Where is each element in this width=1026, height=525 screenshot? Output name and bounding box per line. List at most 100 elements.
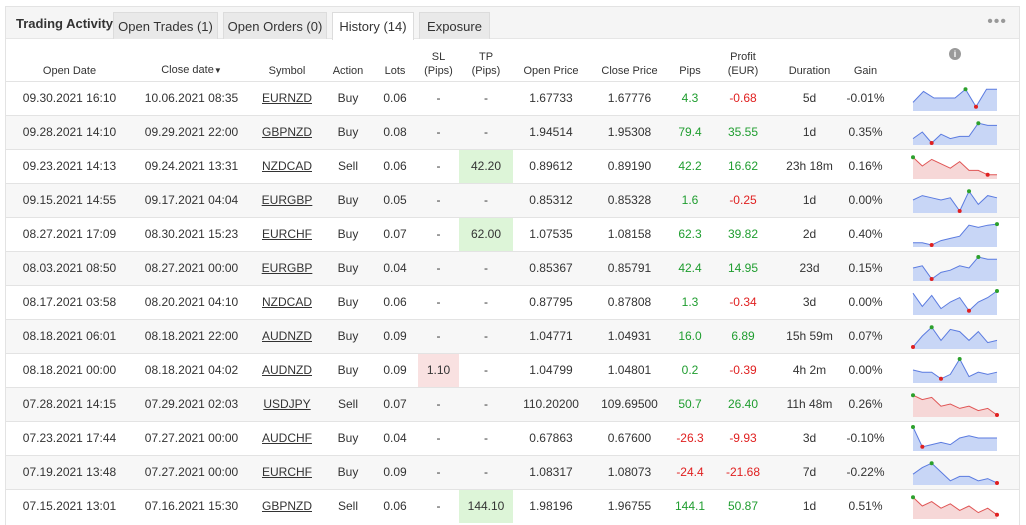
sparkline-area (913, 327, 997, 349)
tab-open-trades[interactable]: Open Trades (1) (113, 12, 218, 39)
cell-lots: 0.04 (372, 420, 418, 455)
symbol-link[interactable]: EURNZD (262, 91, 312, 105)
cell-spacer (888, 182, 907, 217)
more-options-icon[interactable]: ••• (987, 13, 1007, 30)
cell-symbol[interactable]: EURNZD (250, 80, 324, 115)
symbol-link[interactable]: NZDCAD (262, 159, 312, 173)
cell-gain: 0.51% (843, 488, 888, 523)
sparkline-line (912, 290, 998, 312)
symbol-link[interactable]: GBPNZD (261, 499, 312, 514)
cell-profit: -0.39 (710, 352, 776, 387)
symbol-link[interactable]: NZDCAD (262, 295, 312, 309)
sparkline-line (912, 326, 998, 348)
sparkline-line (912, 122, 997, 144)
cell-symbol[interactable]: GBPNZD (250, 488, 324, 523)
sparkline-max-dot (911, 425, 915, 429)
cell-close-price: 109.69500 (589, 386, 670, 421)
cell-tp: - (459, 420, 513, 455)
header-lots[interactable]: Lots (384, 64, 406, 77)
table-row[interactable]: 09.23.2021 14:13 09.24.2021 13:31 NZDCAD Se… (6, 148, 1019, 183)
cell-lots: 0.07 (372, 216, 418, 251)
trading-activity-panel: Trading Activity Open Trades (1) Open Or… (5, 6, 1020, 525)
sparkline-max-dot (995, 289, 999, 293)
header-gain[interactable]: Gain (853, 64, 878, 77)
table-row[interactable]: 07.28.2021 14:15 07.29.2021 02:03 USDJPY Se… (6, 386, 1019, 421)
cell-close-price: 1.95308 (589, 114, 670, 149)
tab-exposure[interactable]: Exposure (419, 12, 490, 39)
symbol-link[interactable]: AUDCHF (262, 431, 312, 445)
cell-symbol[interactable]: AUDNZD (250, 352, 324, 387)
cell-spacer (888, 454, 907, 489)
tab-open-orders[interactable]: Open Orders (0) (223, 12, 327, 39)
cell-pips: 1.6 (670, 182, 710, 217)
cell-lots: 0.04 (372, 250, 418, 285)
cell-gain: 0.26% (843, 386, 888, 421)
tab-history[interactable]: History (14) (332, 12, 414, 40)
cell-sl: - (418, 318, 459, 353)
cell-symbol[interactable]: AUDNZD (250, 318, 324, 353)
cell-end (1003, 386, 1019, 421)
cell-end (1003, 114, 1019, 149)
cell-symbol[interactable]: NZDCAD (250, 148, 324, 183)
cell-symbol[interactable]: EURCHF (250, 216, 324, 251)
symbol-link[interactable]: USDJPY (263, 397, 311, 411)
table-row[interactable]: 08.18.2021 06:01 08.18.2021 22:00 AUDNZD Bu… (6, 318, 1019, 353)
symbol-link[interactable]: EURGBP (261, 261, 313, 275)
sparkline-area (913, 427, 997, 451)
table-row[interactable]: 08.27.2021 17:09 08.30.2021 15:23 EURCHF Bu… (6, 216, 1019, 251)
sparkline-chart (912, 289, 999, 315)
header-profit[interactable]: Profit (EUR) (727, 50, 759, 77)
cell-spacer (888, 250, 907, 285)
header-open-date[interactable]: Open Date (42, 64, 97, 77)
header-action[interactable]: Action (332, 64, 364, 77)
table-row[interactable]: 08.17.2021 03:58 08.20.2021 04:10 NZDCAD Bu… (6, 284, 1019, 319)
table-row[interactable]: 07.23.2021 17:44 07.27.2021 00:00 AUDCHF Bu… (6, 420, 1019, 455)
cell-symbol[interactable]: GBPNZD (250, 114, 324, 149)
cell-symbol[interactable]: AUDCHF (250, 420, 324, 455)
symbol-link[interactable]: AUDNZD (262, 329, 312, 343)
header-pips[interactable]: Pips (679, 64, 701, 77)
cell-spacer (888, 488, 907, 523)
table-row[interactable]: 09.30.2021 16:10 10.06.2021 08:35 EURNZD Bu… (6, 80, 1019, 115)
cell-sparkline (907, 386, 1003, 421)
cell-end (1003, 250, 1019, 285)
table-row[interactable]: 08.03.2021 08:50 08.27.2021 00:00 EURGBP Bu… (6, 250, 1019, 285)
cell-open-price: 0.87795 (513, 284, 589, 319)
cell-gain: 0.07% (843, 318, 888, 353)
table-row[interactable]: 07.15.2021 13:01 07.16.2021 15:30 GBPNZD Se… (6, 488, 1019, 523)
symbol-link[interactable]: EURCHF (262, 227, 312, 241)
sparkline-chart (911, 155, 997, 179)
symbol-link[interactable]: EURCHF (262, 465, 312, 479)
cell-duration: 1d (776, 114, 843, 149)
table-row[interactable]: 09.15.2021 14:55 09.17.2021 04:04 EURGBP Bu… (6, 182, 1019, 217)
header-open-price[interactable]: Open Price (523, 64, 579, 77)
header-duration[interactable]: Duration (788, 64, 831, 77)
table-row[interactable]: 09.28.2021 14:10 09.29.2021 22:00 GBPNZD Bu… (6, 114, 1019, 149)
header-close-price[interactable]: Close Price (601, 64, 658, 77)
header-info[interactable]: i (907, 39, 1003, 81)
cell-symbol[interactable]: EURGBP (250, 182, 324, 217)
symbol-link[interactable]: EURGBP (261, 193, 313, 207)
table-row[interactable]: 08.18.2021 00:00 08.18.2021 04:02 AUDNZD Bu… (6, 352, 1019, 387)
symbol-link[interactable]: GBPNZD (261, 125, 312, 139)
cell-symbol[interactable]: USDJPY (250, 386, 324, 421)
cell-spacer (888, 114, 907, 149)
cell-open-date: 08.18.2021 06:01 (6, 318, 133, 353)
cell-spacer (888, 284, 907, 319)
header-tp[interactable]: TP (Pips) (471, 50, 501, 77)
symbol-link[interactable]: AUDNZD (262, 363, 312, 377)
cell-close-date: 07.27.2021 00:00 (133, 420, 250, 455)
sparkline-line (912, 497, 998, 516)
header-close-date[interactable]: Close date▼ (161, 63, 222, 76)
cell-symbol[interactable]: EURCHF (250, 454, 324, 489)
cell-end (1003, 352, 1019, 387)
cell-symbol[interactable]: EURGBP (250, 250, 324, 285)
cell-end (1003, 318, 1019, 353)
header-sl[interactable]: SL (Pips) (424, 50, 453, 77)
table-row[interactable]: 07.19.2021 13:48 07.27.2021 00:00 EURCHF Bu… (6, 454, 1019, 489)
info-icon[interactable]: i (949, 47, 961, 60)
cell-symbol[interactable]: NZDCAD (250, 284, 324, 319)
header-symbol[interactable]: Symbol (268, 64, 306, 77)
tab-bar: Trading Activity Open Trades (1) Open Or… (6, 7, 1019, 40)
cell-open-price: 110.20200 (513, 386, 589, 421)
